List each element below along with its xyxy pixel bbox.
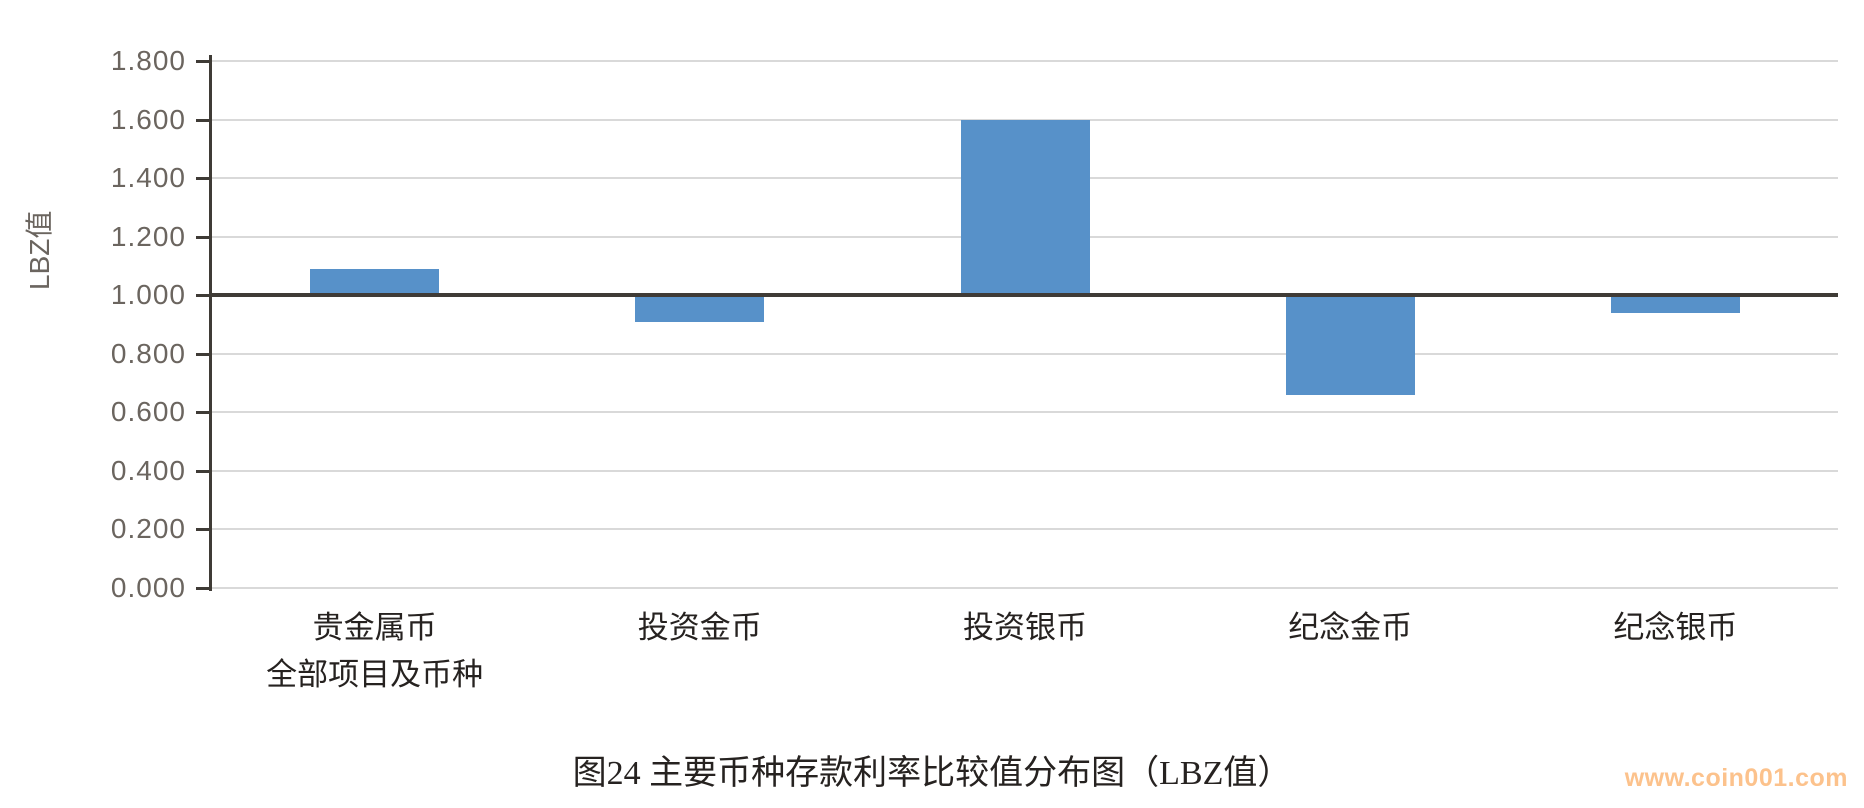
x-category-label: 投资金币 bbox=[637, 610, 762, 645]
y-axis-line bbox=[209, 55, 212, 591]
plot-area bbox=[212, 60, 1838, 589]
y-tick-mark bbox=[196, 469, 212, 473]
y-tick-mark bbox=[196, 235, 212, 239]
x-category-label: 纪念金币 bbox=[1288, 610, 1413, 645]
x-category-label: 纪念银币 bbox=[1613, 610, 1738, 645]
chart-title: 图24 主要币种存款利率比较值分布图（LBZ值） bbox=[572, 755, 1292, 792]
gridline bbox=[212, 352, 1838, 355]
bar-2 bbox=[635, 295, 765, 322]
gridline bbox=[212, 469, 1838, 472]
bar-5 bbox=[1610, 295, 1740, 313]
y-tick-label: 0.600 bbox=[110, 396, 186, 428]
y-tick-label: 0.200 bbox=[110, 513, 186, 545]
watermark: www.coin001.com bbox=[1624, 764, 1848, 792]
y-tick-mark bbox=[196, 587, 212, 590]
y-tick-label: 0.400 bbox=[110, 454, 186, 486]
y-tick-label: 1.200 bbox=[110, 220, 186, 252]
y-tick-label: 1.800 bbox=[110, 45, 186, 76]
gridline bbox=[212, 411, 1838, 414]
baseline-axis bbox=[212, 293, 1838, 298]
bar-4 bbox=[1285, 295, 1415, 395]
y-tick-label: 1.000 bbox=[110, 279, 186, 311]
gridline bbox=[212, 587, 1838, 589]
y-tick-mark bbox=[196, 294, 212, 298]
y-tick-mark bbox=[196, 411, 212, 415]
y-tick-mark bbox=[196, 528, 212, 532]
y-tick-mark bbox=[196, 118, 212, 122]
y-tick-mark bbox=[196, 352, 212, 356]
x-category-label: 贵金属币 全部项目及币种 bbox=[266, 610, 484, 692]
y-tick-label: 1.600 bbox=[110, 103, 186, 135]
y-tick-label: 1.400 bbox=[110, 162, 186, 194]
y-tick-mark bbox=[196, 60, 212, 63]
y-tick-mark bbox=[196, 177, 212, 181]
gridline bbox=[212, 60, 1838, 62]
x-category-label: 投资银币 bbox=[963, 610, 1087, 645]
gridline bbox=[212, 528, 1838, 531]
bar-3 bbox=[960, 119, 1090, 296]
y-tick-label: 0.000 bbox=[110, 572, 186, 603]
y-tick-label: 0.800 bbox=[110, 337, 186, 369]
bar-1 bbox=[310, 268, 440, 296]
